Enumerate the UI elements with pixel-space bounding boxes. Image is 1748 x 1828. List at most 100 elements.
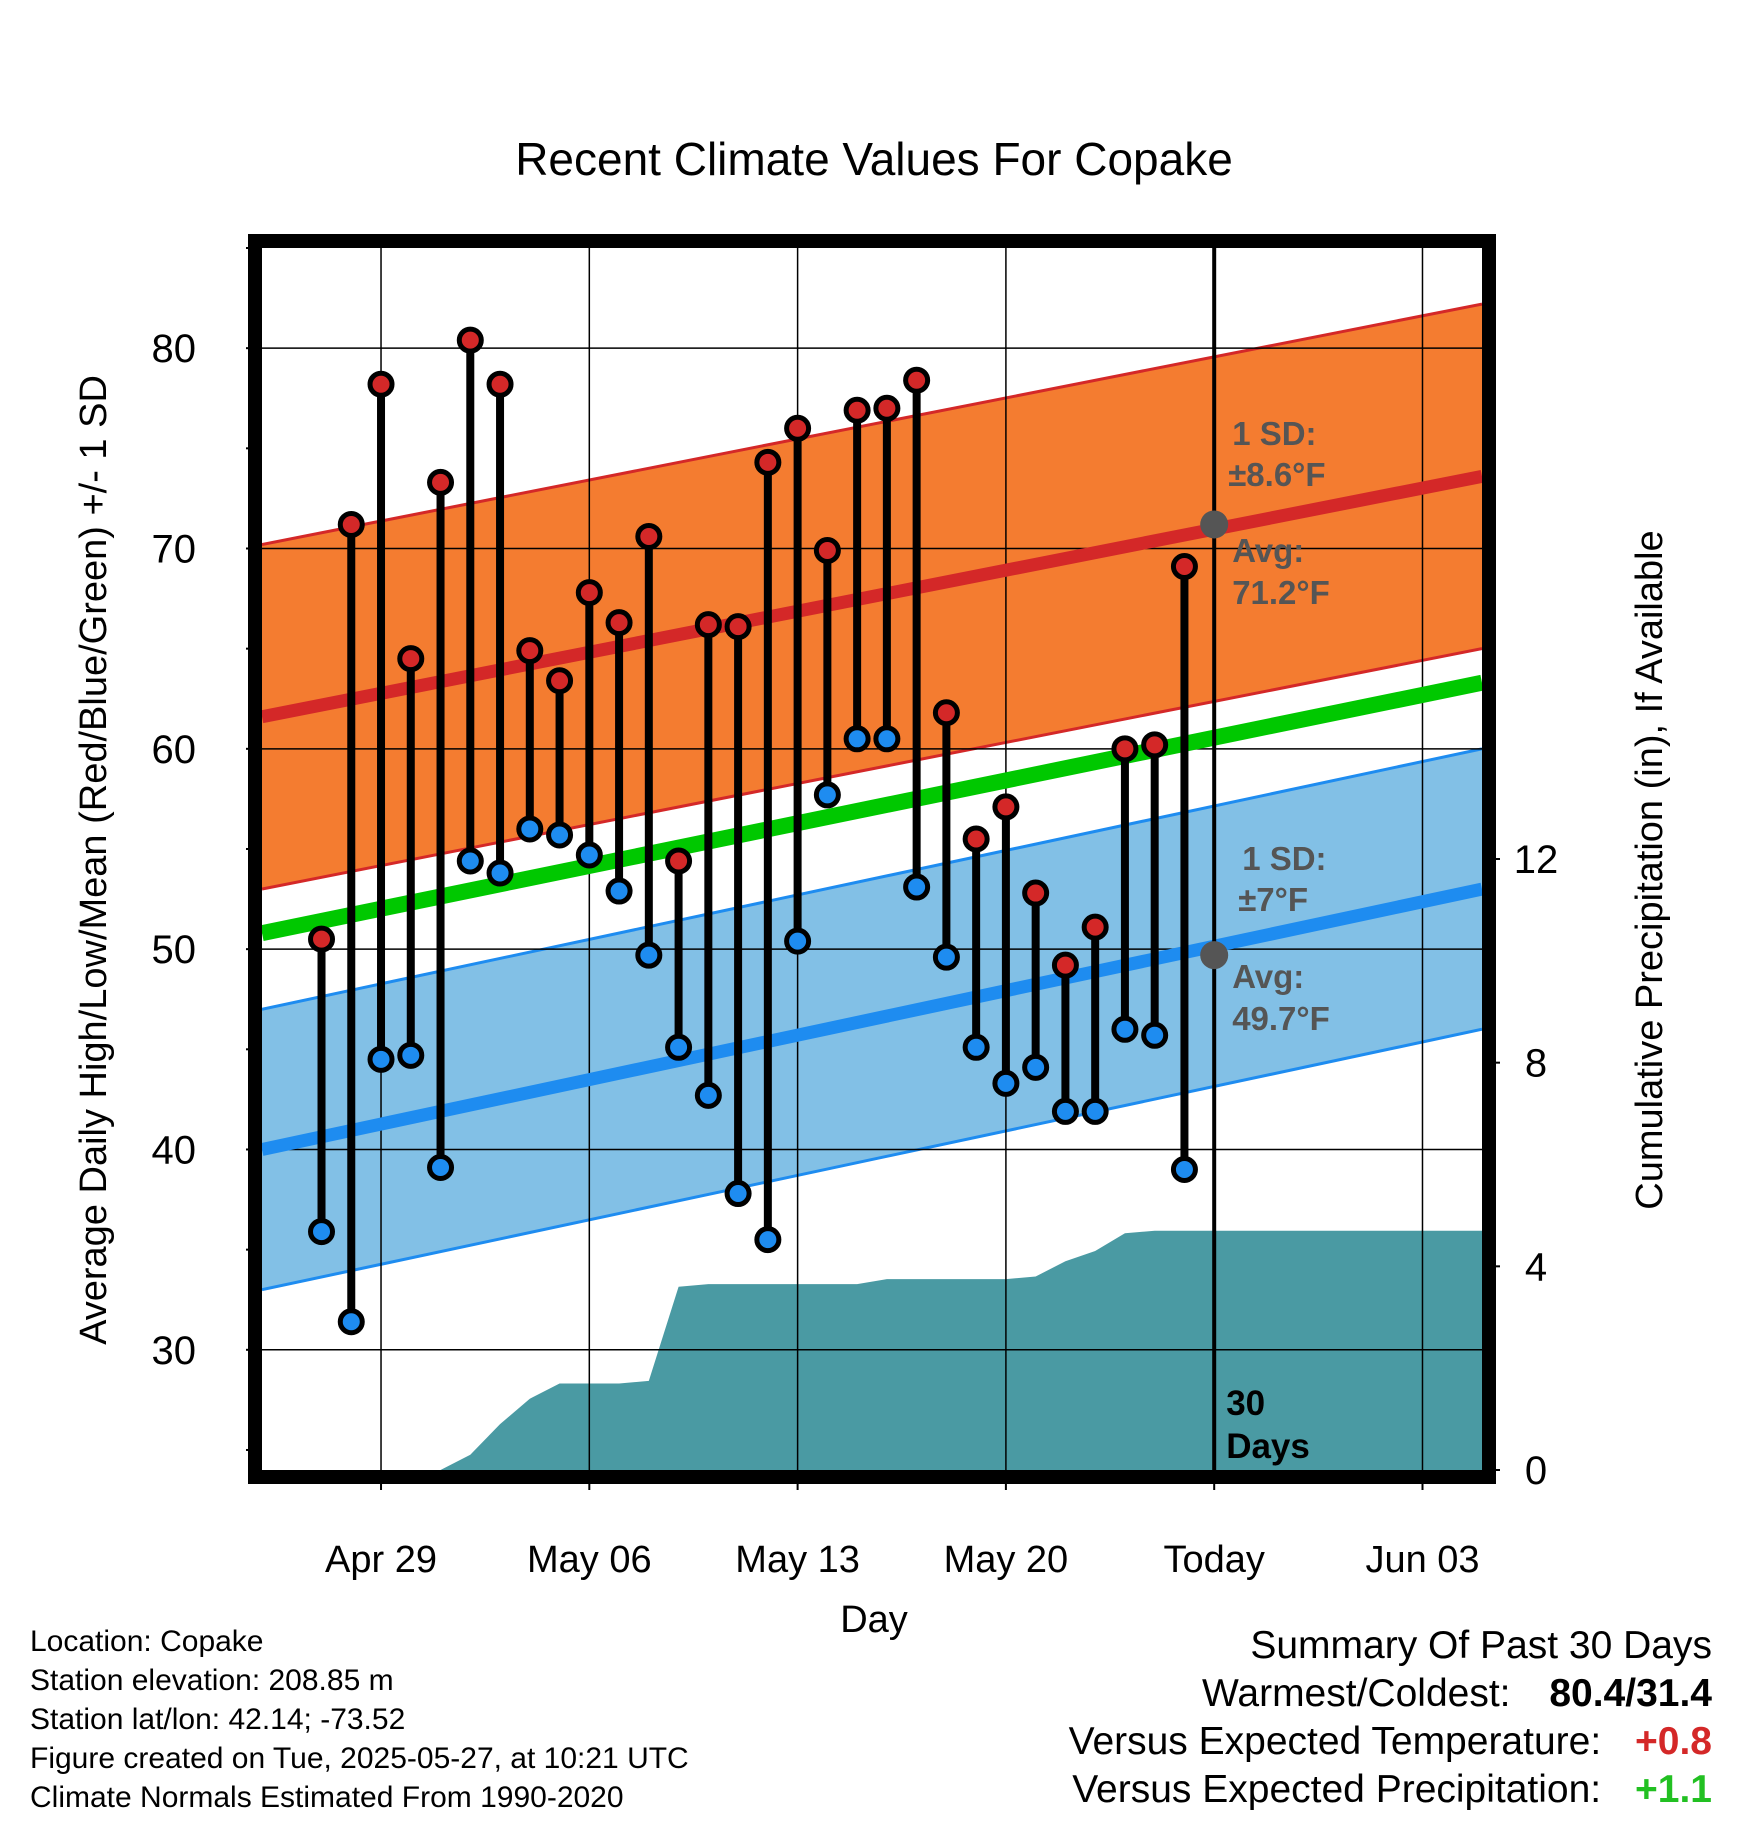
warmest-coldest-value: 80.4/31.4 (1549, 1672, 1712, 1715)
daily-low-point (397, 1041, 425, 1069)
daily-high-point (1051, 951, 1079, 979)
y-tick-label: 40 (152, 1128, 197, 1172)
y2-tick-label: 8 (1525, 1042, 1547, 1086)
today-days-count: 30 (1226, 1384, 1265, 1423)
daily-high-point (665, 847, 693, 875)
summary-temp: Versus Expected Temperature: +0.8 (1069, 1718, 1712, 1766)
daily-high-point (813, 536, 841, 564)
daily-high-point (724, 613, 752, 641)
high-sd-value: ±8.6°F (1228, 456, 1325, 493)
daily-low-point (1170, 1156, 1198, 1184)
y-tick-label: 60 (152, 728, 197, 772)
daily-high-point (932, 699, 960, 727)
daily-low-point (1081, 1097, 1109, 1125)
normal-low-band-lower-edge (262, 1027, 1482, 1292)
daily-high-point (308, 925, 336, 953)
summary-precip: Versus Expected Precipitation: +1.1 (1069, 1766, 1712, 1814)
low-sd-label: 1 SD: (1242, 840, 1326, 877)
daily-low-point (427, 1154, 455, 1182)
today-low-avg-marker (1200, 941, 1229, 970)
daily-high-point (367, 370, 395, 398)
daily-high-point (486, 370, 514, 398)
plot-content (262, 248, 1482, 1470)
daily-high-point (1170, 553, 1198, 581)
y2-tick-label: 0 (1525, 1449, 1547, 1493)
daily-high-point (694, 611, 722, 639)
location-text: Location: Copake (30, 1625, 264, 1658)
low-avg-label: Avg: (1232, 958, 1304, 995)
x-tick-label: May 06 (527, 1539, 652, 1581)
daily-high-point (337, 510, 365, 538)
x-tick-label: Jun 03 (1365, 1539, 1479, 1581)
daily-low-point (962, 1033, 990, 1061)
summary-title: Summary Of Past 30 Days (1250, 1624, 1712, 1667)
daily-high-point (843, 396, 871, 424)
daily-low-point (1022, 1053, 1050, 1081)
precip-label: Versus Expected Precipitation: (1072, 1768, 1602, 1811)
daily-low-point (873, 725, 901, 753)
normal-high-line (262, 469, 1482, 724)
normal-low-band-upper-edge (262, 747, 1482, 1011)
station-info: Location: Copake Station elevation: 208.… (30, 1622, 689, 1817)
daily-low-point (903, 873, 931, 901)
daily-high-point (992, 793, 1020, 821)
daily-low-point (813, 781, 841, 809)
daily-low-point (337, 1308, 365, 1336)
daily-low-point (516, 815, 544, 843)
daily-high-point (546, 667, 574, 695)
daily-high-point (1022, 879, 1050, 907)
precip-value: +1.1 (1635, 1768, 1712, 1811)
daily-high-point (397, 645, 425, 673)
daily-low-point (605, 877, 633, 905)
daily-low-point (486, 859, 514, 887)
high-avg-label: Avg: (1232, 532, 1304, 569)
daily-low-point (754, 1226, 782, 1254)
daily-high-point (903, 366, 931, 394)
daily-high-point (754, 448, 782, 476)
daily-low-point (992, 1069, 1020, 1097)
daily-high-point (635, 522, 663, 550)
y-tick-label: 50 (152, 928, 197, 972)
today-days-word: Days (1226, 1427, 1310, 1466)
daily-low-point (784, 927, 812, 955)
daily-high-point (873, 394, 901, 422)
x-tick-label: May 20 (944, 1539, 1069, 1581)
daily-low-point (843, 725, 871, 753)
daily-high-point (1141, 731, 1169, 759)
daily-low-point (367, 1045, 395, 1073)
normals-text: Climate Normals Estimated From 1990-2020 (30, 1781, 624, 1814)
daily-high-point (456, 326, 484, 354)
normal-low-line (262, 882, 1482, 1156)
high-sd-label: 1 SD: (1232, 415, 1316, 452)
daily-high-point (605, 609, 633, 637)
summary-warmest-coldest: Warmest/Coldest: 80.4/31.4 (1069, 1670, 1712, 1718)
daily-high-point (1081, 913, 1109, 941)
daily-low-point (932, 943, 960, 971)
daily-low-point (308, 1218, 336, 1246)
daily-low-point (575, 841, 603, 869)
normal-mean-line (262, 674, 1482, 941)
daily-high-point (575, 579, 603, 607)
y-tick-label: 30 (152, 1329, 197, 1373)
daily-high-point (516, 637, 544, 665)
summary-panel: Summary Of Past 30 Days Warmest/Coldest:… (1069, 1622, 1712, 1814)
daily-high-point (1111, 735, 1139, 763)
daily-low-point (665, 1033, 693, 1061)
temp-label: Versus Expected Temperature: (1068, 1720, 1602, 1763)
high-avg-value: 71.2°F (1232, 574, 1330, 611)
temp-value: +0.8 (1635, 1720, 1712, 1763)
x-axis-label: Day (840, 1599, 908, 1641)
daily-low-point (456, 847, 484, 875)
daily-low-point (635, 941, 663, 969)
y-tick-label: 80 (152, 327, 197, 371)
y-axis-label: Average Daily High/Low/Mean (Red/Blue/Gr… (73, 375, 115, 1345)
y2-axis-label: Cumulative Precipitation (in), If Availa… (1629, 530, 1671, 1209)
warmest-coldest-label: Warmest/Coldest: (1202, 1672, 1511, 1715)
created-text: Figure created on Tue, 2025-05-27, at 10… (30, 1742, 689, 1775)
y2-tick-label: 12 (1514, 838, 1559, 882)
low-sd-value: ±7°F (1238, 881, 1308, 918)
daily-low-point (1141, 1021, 1169, 1049)
x-tick-label: May 13 (735, 1539, 860, 1581)
elevation-text: Station elevation: 208.85 m (30, 1664, 394, 1697)
